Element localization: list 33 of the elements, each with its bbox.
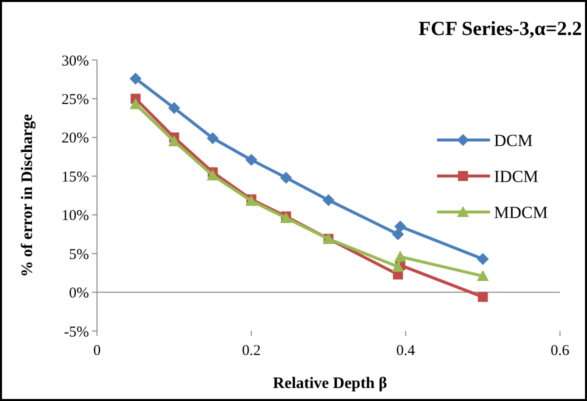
legend-label: DCM xyxy=(494,130,533,150)
y-axis-title: % of error in Discharge xyxy=(19,114,36,277)
x-tick-label: 0.6 xyxy=(550,343,570,359)
x-tick-label: 0 xyxy=(93,343,101,359)
y-tick-label: 20% xyxy=(62,130,89,147)
legend-label: MDCM xyxy=(494,202,548,222)
legend-label: IDCM xyxy=(494,166,538,186)
x-tick-label: 0.2 xyxy=(242,343,261,359)
x-tick-label: 0.4 xyxy=(396,343,416,359)
point xyxy=(168,102,180,114)
y-tick-label: 5% xyxy=(69,246,89,263)
point xyxy=(392,228,404,240)
point xyxy=(206,132,219,144)
point xyxy=(322,194,334,206)
y-tick-label: -5% xyxy=(64,324,89,340)
x-axis-title: Relative Depth β xyxy=(272,375,388,392)
point xyxy=(280,172,292,184)
point xyxy=(245,154,258,166)
point xyxy=(392,260,404,272)
y-tick-label: 10% xyxy=(62,208,89,224)
y-tick-label: 25% xyxy=(62,92,89,108)
point xyxy=(478,292,488,302)
y-tick-label: 15% xyxy=(62,169,89,186)
point xyxy=(476,270,489,282)
point xyxy=(206,169,219,180)
point xyxy=(394,220,406,232)
point xyxy=(130,72,142,85)
point xyxy=(394,250,406,262)
chart-title: FCF Series-3,α=2.2 xyxy=(418,18,582,40)
point xyxy=(130,98,142,110)
y-tick-label: 30% xyxy=(62,53,89,70)
y-tick-label: 0% xyxy=(69,286,89,302)
point xyxy=(476,252,489,265)
